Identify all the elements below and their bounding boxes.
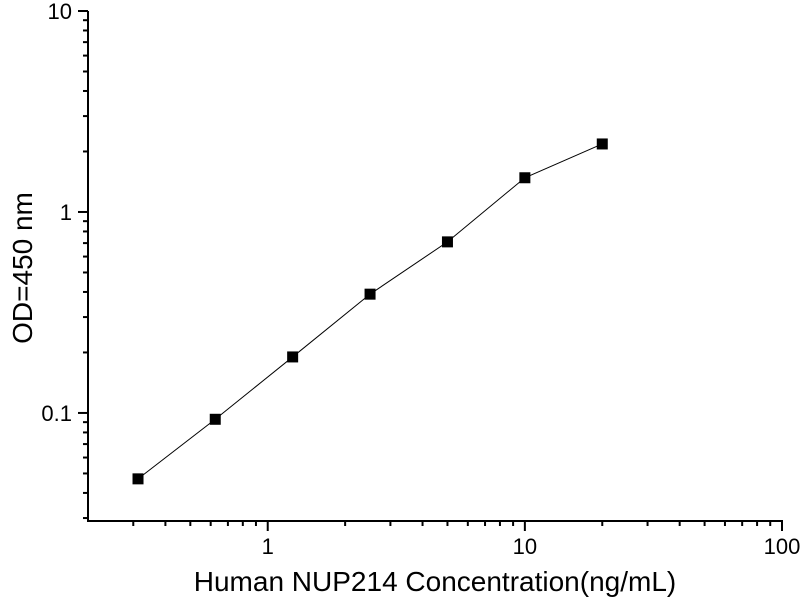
data-point-marker xyxy=(519,172,531,184)
y-tick-label: 10 xyxy=(48,0,72,24)
data-point-marker xyxy=(209,413,221,425)
series-line xyxy=(137,143,603,480)
y-tick-label: 1 xyxy=(60,200,72,225)
data-point-marker xyxy=(132,473,144,485)
data-point-marker xyxy=(596,138,608,150)
x-tick-label: 10 xyxy=(513,534,537,559)
y-tick-label: 0.1 xyxy=(41,401,72,426)
data-point-marker xyxy=(364,288,376,300)
data-point-marker xyxy=(441,236,453,248)
x-axis-title: Human NUP214 Concentration(ng/mL) xyxy=(194,566,676,597)
data-point-marker xyxy=(287,351,299,363)
x-tick-label: 1 xyxy=(262,534,274,559)
y-axis-title: OD=450 nm xyxy=(7,192,38,344)
axis-tick-labels: 1 10 100 0.1 1 10 xyxy=(41,0,800,559)
axis-ticks xyxy=(78,10,783,531)
data-series xyxy=(132,138,608,485)
x-tick-label: 100 xyxy=(764,534,800,559)
axes xyxy=(87,11,783,522)
